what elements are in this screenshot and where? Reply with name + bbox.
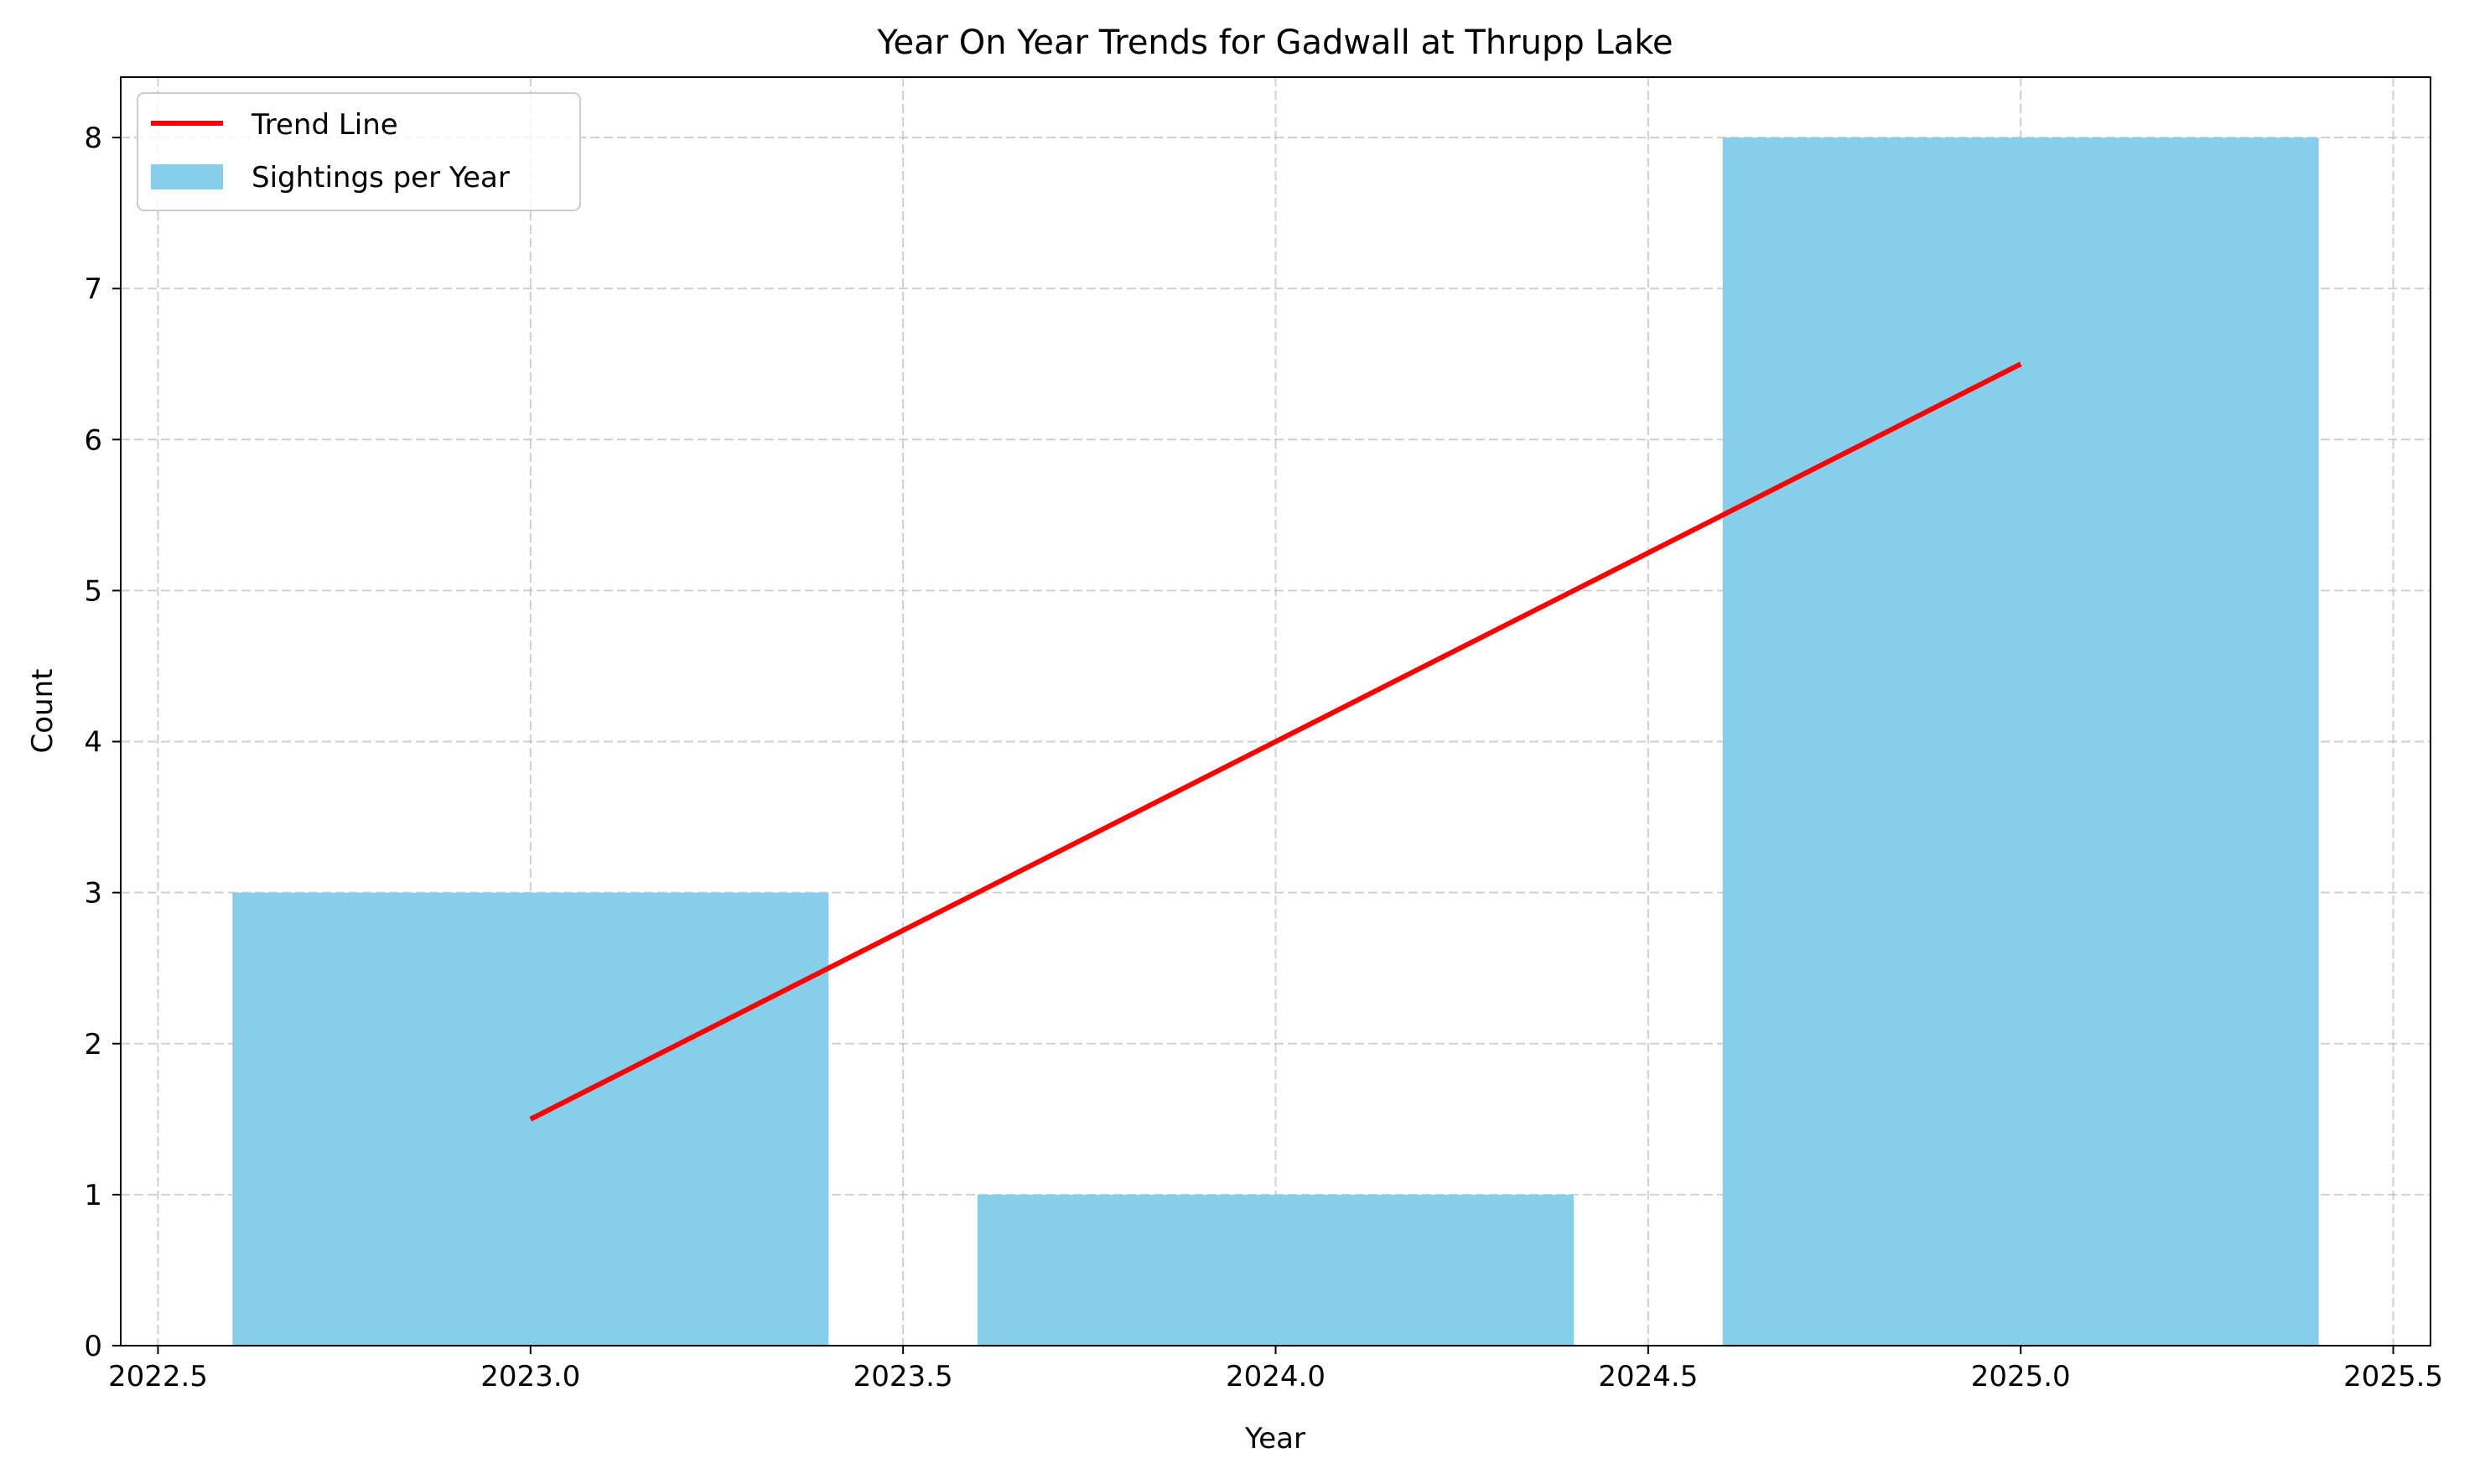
- bar-2025: [1722, 138, 2319, 1346]
- legend-sightings-label: Sightings per Year: [252, 161, 510, 195]
- trend-line-layer: [529, 361, 2022, 1122]
- y-tick-label: 1: [84, 1179, 102, 1212]
- y-tick-label: 2: [84, 1028, 102, 1061]
- x-tick-label: 2024.0: [1226, 1360, 1326, 1393]
- x-tick-label: 2023.5: [853, 1360, 953, 1393]
- x-axis-label: Year: [1244, 1422, 1305, 1455]
- x-tick-label: 2024.5: [1598, 1360, 1698, 1393]
- legend-sightings-swatch: [151, 164, 223, 189]
- x-axis-ticks: 2022.5 2023.0 2023.5 2024.0 2024.5 2025.0 2025…: [108, 1346, 2443, 1393]
- legend: Trend Line Sightings per Year: [137, 92, 581, 211]
- y-axis-label: Count: [26, 669, 60, 754]
- y-tick-label: 4: [84, 726, 102, 760]
- bar-2024: [978, 1194, 1574, 1346]
- x-tick-label: 2023.0: [480, 1360, 580, 1393]
- bar-2023: [232, 892, 829, 1346]
- y-axis-ticks: 0 1 2 3 4 5 6 7 8: [84, 122, 121, 1363]
- y-tick-label: 5: [84, 574, 102, 608]
- legend-box: [137, 92, 581, 211]
- y-tick-label: 3: [84, 877, 102, 911]
- x-tick-label: 2022.5: [108, 1360, 208, 1393]
- x-tick-label: 2025.5: [2343, 1360, 2443, 1393]
- trend-line: [529, 361, 2022, 1122]
- y-tick-label: 8: [84, 122, 102, 155]
- legend-trend-line-label: Trend Line: [251, 108, 398, 142]
- y-tick-label: 7: [84, 272, 102, 306]
- y-tick-label: 0: [84, 1330, 102, 1363]
- y-tick-label: 6: [84, 423, 102, 457]
- x-tick-label: 2025.0: [1971, 1360, 2071, 1393]
- chart-title: Year On Year Trends for Gadwall at Thrup…: [876, 23, 1673, 62]
- bars: [232, 138, 2319, 1346]
